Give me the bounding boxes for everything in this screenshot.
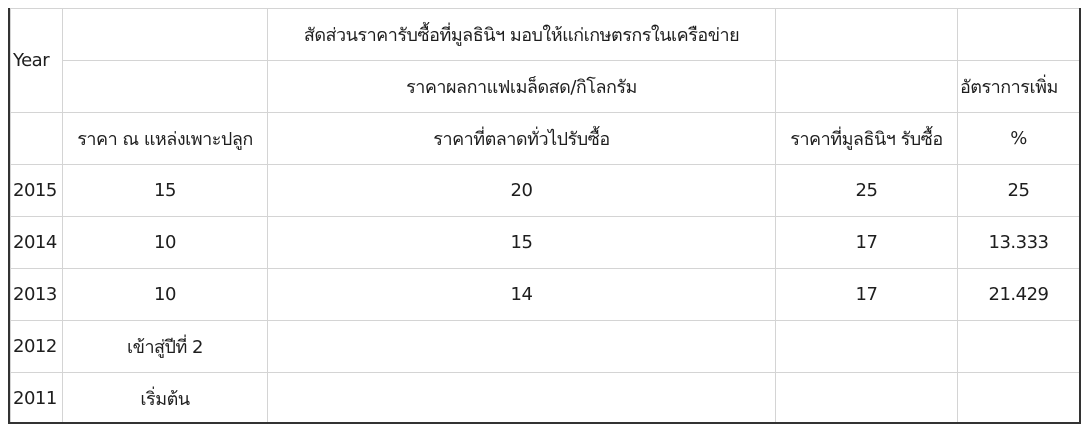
year-cell: 2012 [10,320,63,373]
foundation-cell: 17 [775,216,958,269]
col-market-price: ราคาที่ตลาดทั่วไปรับซื้อ [267,112,776,165]
market-cell [267,372,776,422]
empty-cell [957,8,1079,61]
farm-cell: เข้าสู่ปีที่ 2 [62,320,268,373]
group-title: สัดส่วนราคารับซื้อที่มูลธินิฯ มอบให้แก่เ… [267,8,776,61]
table-row: 2015 15 20 25 25 [10,164,1079,217]
price-table-container: Year สัดส่วนราคารับซื้อที่มูลธินิฯ มอบให… [8,8,1081,424]
empty-cell [10,112,63,165]
table-row: 2011 เริ่มต้น [10,372,1079,422]
market-cell [267,320,776,373]
foundation-cell [775,320,958,373]
market-cell: 15 [267,216,776,269]
pct-cell [957,372,1079,422]
foundation-cell [775,372,958,422]
foundation-cell: 25 [775,164,958,217]
pct-cell: 13.333 [957,216,1079,269]
empty-cell [775,8,958,61]
header-row-3: ราคา ณ แหล่งเพาะปลูก ราคาที่ตลาดทั่วไปรั… [10,112,1079,165]
col-farm-price: ราคา ณ แหล่งเพาะปลูก [62,112,268,165]
market-cell: 14 [267,268,776,321]
year-cell: 2014 [10,216,63,269]
pct-cell [957,320,1079,373]
table-row: 2012 เข้าสู่ปีที่ 2 [10,320,1079,373]
farm-cell: 10 [62,268,268,321]
year-header: Year [10,8,63,113]
empty-cell [62,60,268,113]
empty-cell [62,8,268,61]
price-table: Year สัดส่วนราคารับซื้อที่มูลธินิฯ มอบให… [10,8,1079,422]
year-cell: 2015 [10,164,63,217]
table-row: 2013 10 14 17 21.429 [10,268,1079,321]
header-row-2: ราคาผลกาแฟเมล็ดสด/กิโลกรัม อัตราการเพิ่ม [11,60,1079,113]
pct-cell: 25 [957,164,1079,217]
empty-cell [775,60,958,113]
year-cell: 2013 [10,268,63,321]
pct-cell: 21.429 [957,268,1079,321]
farm-cell: เริ่มต้น [62,372,268,422]
farm-cell: 15 [62,164,268,217]
col-percent: % [957,112,1079,165]
rate-title: อัตราการเพิ่ม [957,60,1079,113]
price-title: ราคาผลกาแฟเมล็ดสด/กิโลกรัม [267,60,776,113]
market-cell: 20 [267,164,776,217]
header-row-1: Year สัดส่วนราคารับซื้อที่มูลธินิฯ มอบให… [10,8,1079,113]
foundation-cell: 17 [775,268,958,321]
table-row: 2014 10 15 17 13.333 [10,216,1079,269]
year-cell: 2011 [10,372,63,422]
col-foundation-price: ราคาที่มูลธินิฯ รับซื้อ [775,112,958,165]
farm-cell: 10 [62,216,268,269]
